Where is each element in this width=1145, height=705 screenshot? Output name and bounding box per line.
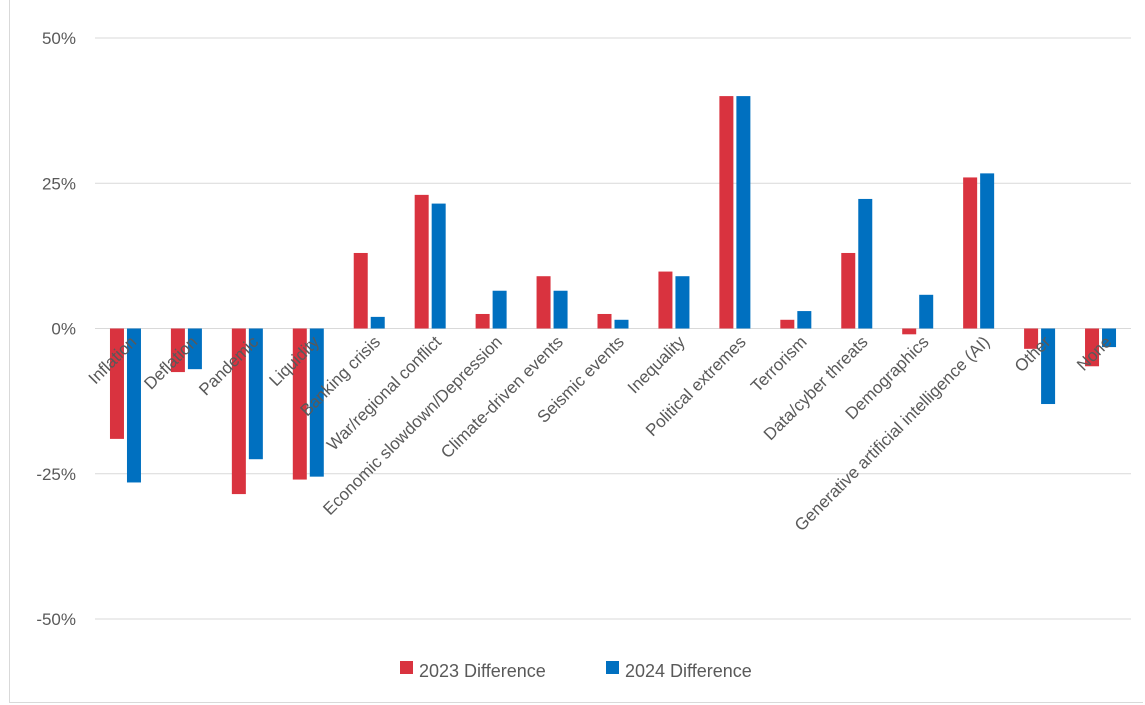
bar-2024 xyxy=(309,328,324,477)
bar-2024 xyxy=(1102,328,1117,348)
legend: 2023 Difference 2024 Difference xyxy=(400,661,752,681)
bars xyxy=(109,96,1117,495)
category-label: War/regional conflict xyxy=(323,332,445,454)
bar-2023 xyxy=(536,276,551,329)
bar-2023 xyxy=(780,319,795,329)
y-tick-label: 50% xyxy=(42,29,76,48)
bar-2023 xyxy=(597,313,612,329)
bar-2023 xyxy=(1085,328,1100,367)
bar-2023 xyxy=(170,328,185,373)
bar-2024 xyxy=(492,290,507,329)
bar-2023 xyxy=(963,177,978,329)
bar-2023 xyxy=(719,96,734,329)
legend-label-2023: 2023 Difference xyxy=(419,661,546,681)
bar-2024 xyxy=(248,328,263,460)
chart-frame xyxy=(9,0,1143,703)
bar-2023 xyxy=(475,313,490,329)
category-label: Data/cyber threats xyxy=(760,332,872,444)
bar-2023 xyxy=(353,252,368,329)
y-axis-ticks: 50% 25% 0% -25% -50% xyxy=(36,29,76,629)
bar-2024 xyxy=(736,96,751,329)
bar-2024 xyxy=(919,294,934,329)
legend-label-2024: 2024 Difference xyxy=(625,661,752,681)
y-tick-label: 25% xyxy=(42,174,76,193)
category-label: Inequality xyxy=(624,332,689,397)
bar-2024 xyxy=(797,311,812,329)
bar-2024 xyxy=(370,316,385,329)
bar-2024 xyxy=(675,276,690,329)
bar-2023 xyxy=(1024,328,1039,349)
bar-2023 xyxy=(841,252,856,329)
bar-2023 xyxy=(902,328,917,335)
bar-2024 xyxy=(187,328,202,370)
bar-2023 xyxy=(414,194,429,329)
bar-2023 xyxy=(658,271,673,329)
bar-2023 xyxy=(109,328,124,439)
category-label: Climate-driven events xyxy=(437,332,567,462)
bar-2024 xyxy=(431,203,446,329)
bar-2024 xyxy=(553,290,568,329)
bar-2024 xyxy=(980,173,995,329)
bar-2024 xyxy=(126,328,141,483)
gridlines xyxy=(95,37,1131,620)
bar-2024 xyxy=(858,198,873,329)
bar-2024 xyxy=(614,319,629,329)
legend-swatch-2024 xyxy=(606,661,619,674)
y-tick-label: 0% xyxy=(51,320,76,339)
bar-2023 xyxy=(292,328,307,480)
y-tick-label: -50% xyxy=(36,610,76,629)
legend-swatch-2023 xyxy=(400,661,413,674)
y-tick-label: -25% xyxy=(36,465,76,484)
bar-2023 xyxy=(231,328,246,495)
category-label: Terrorism xyxy=(747,332,811,396)
bar-2024 xyxy=(1041,328,1056,405)
